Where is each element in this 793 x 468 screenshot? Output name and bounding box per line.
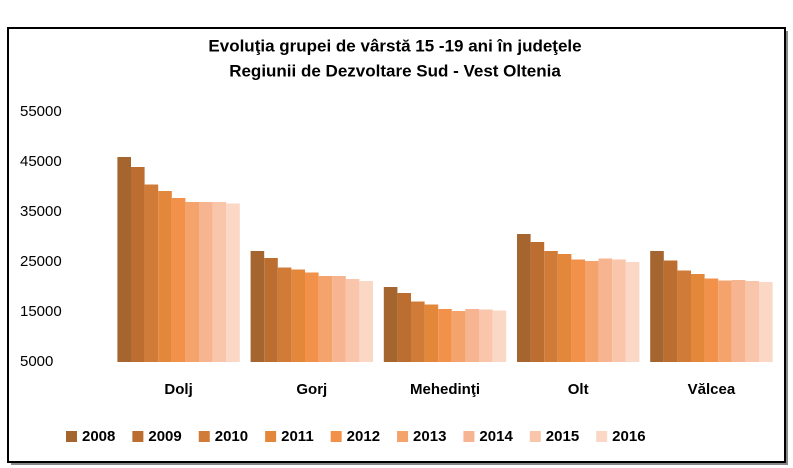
bar xyxy=(411,301,425,362)
bar xyxy=(131,167,145,362)
legend-label: 2011 xyxy=(281,428,314,445)
bar xyxy=(318,276,333,362)
bar xyxy=(250,251,265,362)
bar xyxy=(397,293,411,362)
bar xyxy=(479,309,493,362)
bar xyxy=(598,258,613,362)
bar xyxy=(291,269,305,362)
bar xyxy=(212,202,227,362)
bar xyxy=(465,309,479,362)
bar xyxy=(492,310,507,362)
y-tick-label: 15000 xyxy=(20,303,62,320)
bar xyxy=(677,270,691,362)
bar xyxy=(171,198,186,362)
bar xyxy=(158,191,172,362)
bar xyxy=(650,251,664,362)
x-tick-label: Vălcea xyxy=(688,381,736,398)
legend-swatch xyxy=(529,431,541,442)
legend-label: 2013 xyxy=(413,428,446,445)
bar xyxy=(345,279,360,362)
legend-swatch xyxy=(397,431,409,442)
legend-swatch xyxy=(132,431,144,442)
x-tick-label: Dolj xyxy=(164,381,192,398)
bar xyxy=(424,304,439,362)
legend-swatch xyxy=(66,431,77,442)
bar xyxy=(185,202,199,362)
bar xyxy=(438,309,452,362)
chart-title: Regiunii de Dezvoltare Sud - Vest Olteni… xyxy=(229,61,561,80)
bar xyxy=(359,281,373,362)
bar xyxy=(226,203,240,362)
bar xyxy=(585,261,599,362)
bar xyxy=(704,278,719,362)
x-tick-label: Mehedinţi xyxy=(410,381,480,398)
legend-label: 2009 xyxy=(148,428,181,445)
legend-swatch xyxy=(463,431,475,442)
bar xyxy=(383,287,398,362)
bar xyxy=(199,202,213,362)
legend-label: 2010 xyxy=(215,428,248,445)
bar xyxy=(530,242,545,362)
bar xyxy=(117,157,131,362)
x-tick-label: Gorj xyxy=(296,381,327,398)
y-tick-label: 25000 xyxy=(20,253,62,270)
bar xyxy=(745,281,759,362)
legend-swatch xyxy=(265,431,277,442)
legend-swatch xyxy=(198,431,210,442)
bar xyxy=(544,251,558,362)
legend-label: 2015 xyxy=(546,428,579,445)
bar xyxy=(305,272,319,362)
y-tick-label: 35000 xyxy=(20,203,62,220)
legend-swatch xyxy=(330,431,342,442)
x-tick-label: Olt xyxy=(568,381,589,398)
bar xyxy=(612,259,626,362)
bar xyxy=(718,280,732,362)
y-tick-label: 55000 xyxy=(20,103,62,120)
bar xyxy=(277,267,292,362)
legend-label: 2012 xyxy=(347,428,380,445)
legend-swatch xyxy=(596,431,608,442)
legend-label: 2008 xyxy=(82,428,115,445)
chart-title: Evoluţia grupei de vârstă 15 -19 ani în … xyxy=(208,36,581,55)
y-tick-label: 5000 xyxy=(20,353,53,370)
bar xyxy=(517,234,531,362)
bar xyxy=(144,184,159,362)
legend-label: 2014 xyxy=(479,428,513,445)
bar xyxy=(759,282,773,362)
bar xyxy=(731,280,746,362)
bar xyxy=(451,311,466,362)
bar xyxy=(625,262,640,362)
bar xyxy=(691,274,705,362)
bar xyxy=(663,260,678,362)
bar xyxy=(571,259,585,362)
legend-label: 2016 xyxy=(612,428,645,445)
bar xyxy=(332,276,346,362)
y-tick-label: 45000 xyxy=(20,153,62,170)
bar xyxy=(557,254,572,362)
bar xyxy=(264,258,278,362)
